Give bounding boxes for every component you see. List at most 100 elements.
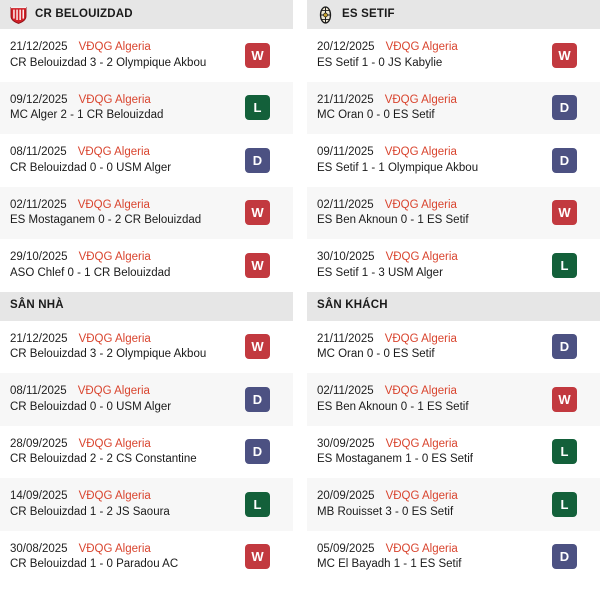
match-meta: 02/11/2025 VĐQG Algeria bbox=[10, 199, 237, 212]
away-team-column: ES SETIF 20/12/2025 VĐQG Algeria ES Setif 1… bbox=[307, 0, 600, 597]
match-date: 30/10/2025 bbox=[317, 251, 375, 264]
match-scoreline: CR Belouizdad 1 - 0 Paradou AC bbox=[10, 558, 179, 571]
match-meta: 21/12/2025 VĐQG Algeria bbox=[10, 333, 237, 346]
match-row[interactable]: 14/09/2025 VĐQG Algeria CR Belouizdad 1 - … bbox=[0, 478, 293, 531]
match-row[interactable]: 21/12/2025 VĐQG Algeria CR Belouizdad 3 - … bbox=[0, 320, 293, 373]
match-row[interactable]: 29/10/2025 VĐQG Algeria ASO Chlef 0 - 1 CR… bbox=[0, 239, 293, 292]
match-date: 09/12/2025 bbox=[10, 93, 68, 106]
match-meta: 30/10/2025 VĐQG Algeria bbox=[317, 251, 544, 264]
match-row[interactable]: 30/10/2025 VĐQG Algeria ES Setif 1 - 3 USM… bbox=[307, 239, 600, 292]
section-header-home-venue-header-left: SÂN NHÀ bbox=[0, 291, 293, 321]
result-badge: W bbox=[552, 42, 577, 68]
match-row[interactable]: 28/09/2025 VĐQG Algeria CR Belouizdad 2 - … bbox=[0, 425, 293, 478]
match-info: 20/12/2025 VĐQG Algeria ES Setif 1 - 0 JS … bbox=[317, 41, 544, 69]
result-badge: W bbox=[552, 386, 577, 412]
match-meta: 14/09/2025 VĐQG Algeria bbox=[10, 490, 237, 503]
match-row[interactable]: 02/11/2025 VĐQG Algeria ES Ben Aknoun 0 - … bbox=[307, 373, 600, 426]
match-info: 21/11/2025 VĐQG Algeria MC Oran 0 - 0 ES S… bbox=[317, 333, 544, 361]
match-scoreline: CR Belouizdad 3 - 2 Olympique Akbou bbox=[10, 56, 207, 69]
match-row[interactable]: 08/11/2025 VĐQG Algeria CR Belouizdad 0 - … bbox=[0, 373, 293, 426]
match-league[interactable]: VĐQG Algeria bbox=[77, 385, 150, 398]
match-league[interactable]: VĐQG Algeria bbox=[78, 251, 151, 264]
match-league[interactable]: VĐQG Algeria bbox=[78, 542, 151, 555]
match-row[interactable]: 20/09/2025 VĐQG Algeria MB Rouisset 3 - 0 … bbox=[307, 478, 600, 531]
match-league[interactable]: VĐQG Algeria bbox=[77, 198, 150, 211]
result-badge: W bbox=[245, 42, 270, 68]
match-date: 21/11/2025 bbox=[317, 93, 374, 106]
match-meta: 08/11/2025 VĐQG Algeria bbox=[10, 385, 237, 398]
match-league[interactable]: VĐQG Algeria bbox=[78, 93, 151, 106]
match-league[interactable]: VĐQG Algeria bbox=[384, 93, 457, 106]
section-title: SÂN NHÀ bbox=[10, 299, 64, 312]
match-date: 08/11/2025 bbox=[10, 146, 67, 159]
match-row[interactable]: 30/08/2025 VĐQG Algeria CR Belouizdad 1 - … bbox=[0, 530, 293, 583]
match-league[interactable]: VĐQG Algeria bbox=[384, 146, 457, 159]
match-row[interactable]: 09/12/2025 VĐQG Algeria MC Alger 2 - 1 CR … bbox=[0, 81, 293, 134]
match-info: 30/09/2025 VĐQG Algeria ES Mostaganem 1 - … bbox=[317, 438, 544, 466]
match-info: 30/08/2025 VĐQG Algeria CR Belouizdad 1 - … bbox=[10, 543, 237, 571]
match-date: 29/10/2025 bbox=[10, 251, 68, 264]
match-info: 20/09/2025 VĐQG Algeria MB Rouisset 3 - 0 … bbox=[317, 490, 544, 518]
match-league[interactable]: VĐQG Algeria bbox=[384, 332, 457, 345]
result-badge: W bbox=[245, 544, 270, 570]
match-date: 28/09/2025 bbox=[10, 437, 68, 450]
match-row[interactable]: 08/11/2025 VĐQG Algeria CR Belouizdad 0 - … bbox=[0, 134, 293, 187]
column-divider bbox=[293, 0, 307, 597]
match-date: 30/09/2025 bbox=[317, 437, 375, 450]
result-badge: D bbox=[245, 386, 270, 412]
match-info: 09/12/2025 VĐQG Algeria MC Alger 2 - 1 CR … bbox=[10, 94, 237, 122]
section-title: SÂN KHÁCH bbox=[317, 299, 388, 312]
match-scoreline: CR Belouizdad 0 - 0 USM Alger bbox=[10, 161, 172, 174]
match-row[interactable]: 30/09/2025 VĐQG Algeria ES Mostaganem 1 - … bbox=[307, 425, 600, 478]
match-info: 28/09/2025 VĐQG Algeria CR Belouizdad 2 - … bbox=[10, 438, 237, 466]
match-meta: 02/11/2025 VĐQG Algeria bbox=[317, 385, 544, 398]
match-meta: 09/12/2025 VĐQG Algeria bbox=[10, 94, 237, 107]
match-scoreline: ASO Chlef 0 - 1 CR Belouizdad bbox=[10, 266, 171, 279]
match-date: 21/12/2025 bbox=[10, 332, 68, 345]
result-badge: D bbox=[552, 147, 577, 173]
match-info: 30/10/2025 VĐQG Algeria ES Setif 1 - 3 USM… bbox=[317, 251, 544, 279]
match-league[interactable]: VĐQG Algeria bbox=[385, 490, 458, 503]
match-league[interactable]: VĐQG Algeria bbox=[77, 146, 150, 159]
match-league[interactable]: VĐQG Algeria bbox=[78, 437, 151, 450]
match-date: 14/09/2025 bbox=[10, 490, 68, 503]
match-league[interactable]: VĐQG Algeria bbox=[384, 198, 457, 211]
match-scoreline: CR Belouizdad 1 - 2 JS Saoura bbox=[10, 505, 170, 518]
match-date: 20/12/2025 bbox=[317, 41, 375, 54]
match-league[interactable]: VĐQG Algeria bbox=[385, 251, 458, 264]
match-row[interactable]: 02/11/2025 VĐQG Algeria ES Ben Aknoun 0 - … bbox=[307, 186, 600, 239]
match-row[interactable]: 21/11/2025 VĐQG Algeria MC Oran 0 - 0 ES S… bbox=[307, 320, 600, 373]
match-league[interactable]: VĐQG Algeria bbox=[384, 385, 457, 398]
match-row[interactable]: 05/09/2025 VĐQG Algeria MC El Bayadh 1 - 1… bbox=[307, 530, 600, 583]
match-row[interactable]: 21/12/2025 VĐQG Algeria CR Belouizdad 3 - … bbox=[0, 29, 293, 82]
match-league[interactable]: VĐQG Algeria bbox=[385, 41, 458, 54]
result-badge: D bbox=[245, 439, 270, 465]
match-league[interactable]: VĐQG Algeria bbox=[385, 542, 458, 555]
result-badge: W bbox=[245, 200, 270, 226]
match-league[interactable]: VĐQG Algeria bbox=[385, 437, 458, 450]
match-scoreline: CR Belouizdad 0 - 0 USM Alger bbox=[10, 400, 172, 413]
match-date: 02/11/2025 bbox=[317, 198, 374, 211]
result-badge: D bbox=[245, 147, 270, 173]
match-scoreline: CR Belouizdad 3 - 2 Olympique Akbou bbox=[10, 348, 207, 361]
match-league[interactable]: VĐQG Algeria bbox=[78, 490, 151, 503]
match-row[interactable]: 21/11/2025 VĐQG Algeria MC Oran 0 - 0 ES S… bbox=[307, 81, 600, 134]
match-scoreline: MB Rouisset 3 - 0 ES Setif bbox=[317, 505, 454, 518]
match-info: 02/11/2025 VĐQG Algeria ES Ben Aknoun 0 - … bbox=[317, 199, 544, 227]
match-row[interactable]: 20/12/2025 VĐQG Algeria ES Setif 1 - 0 JS … bbox=[307, 29, 600, 82]
match-row[interactable]: 02/11/2025 VĐQG Algeria ES Mostaganem 0 - … bbox=[0, 186, 293, 239]
match-row[interactable]: 09/11/2025 VĐQG Algeria ES Setif 1 - 1 Oly… bbox=[307, 134, 600, 187]
match-scoreline: MC Alger 2 - 1 CR Belouizdad bbox=[10, 109, 164, 122]
match-date: 21/12/2025 bbox=[10, 41, 68, 54]
result-badge: L bbox=[245, 95, 270, 121]
match-meta: 29/10/2025 VĐQG Algeria bbox=[10, 251, 237, 264]
match-league[interactable]: VĐQG Algeria bbox=[78, 41, 151, 54]
section-title: ES SETIF bbox=[342, 7, 395, 20]
home-team-column: CR BELOUIZDAD 21/12/2025 VĐQG Algeria CR Be… bbox=[0, 0, 293, 597]
match-date: 20/09/2025 bbox=[317, 490, 375, 503]
match-league[interactable]: VĐQG Algeria bbox=[78, 332, 151, 345]
section-header-team-header-right: ES SETIF bbox=[307, 0, 600, 29]
match-list: 20/12/2025 VĐQG Algeria ES Setif 1 - 0 JS … bbox=[307, 29, 600, 292]
match-scoreline: MC El Bayadh 1 - 1 ES Setif bbox=[317, 558, 462, 571]
result-badge: L bbox=[552, 491, 577, 517]
